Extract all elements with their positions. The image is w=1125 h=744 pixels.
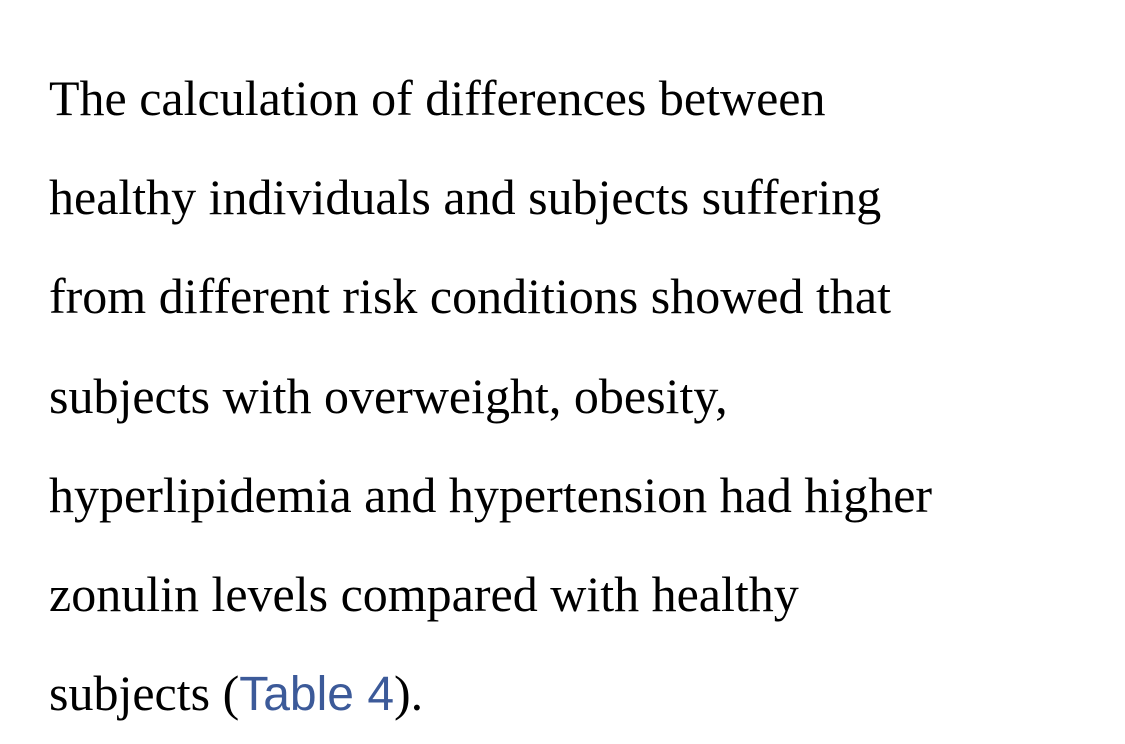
paragraph-line: healthy individuals and subjects sufferi… — [49, 169, 882, 226]
paragraph-line: zonulin levels compared with healthy — [49, 565, 799, 622]
paragraph-line: from different risk conditions showed th… — [49, 268, 891, 325]
text-after-link: ). — [394, 665, 424, 722]
body-paragraph: The calculation of differences between h… — [49, 49, 1109, 743]
paragraph-line: subjects with overweight, obesity, — [49, 367, 728, 424]
text-before-link: subjects ( — [49, 665, 240, 722]
paragraph-line: The calculation of differences between — [49, 70, 826, 126]
paragraph-line: hyperlipidemia and hypertension had high… — [49, 466, 933, 523]
table-4-link[interactable]: Table 4 — [239, 668, 395, 722]
paragraph-last-line: subjects (Table 4). — [49, 644, 1109, 743]
